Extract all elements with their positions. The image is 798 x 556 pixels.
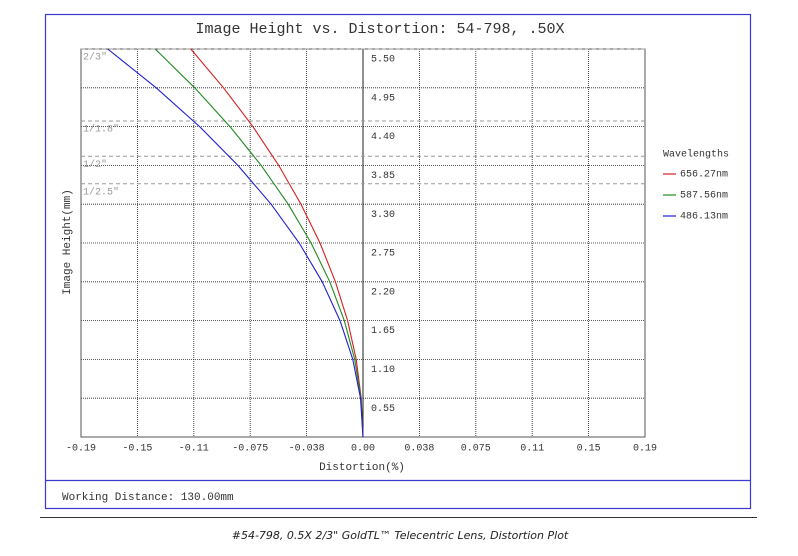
sensor-label: 1/2" bbox=[83, 159, 107, 171]
series-line bbox=[107, 48, 364, 438]
x-tick-label: 0.15 bbox=[577, 444, 601, 455]
x-tick-label: 0.00 bbox=[351, 444, 375, 455]
y-tick-label: 1.65 bbox=[371, 326, 395, 337]
x-axis-label: Distortion(%) bbox=[319, 462, 405, 474]
sensor-label: 1/2.5" bbox=[83, 186, 119, 198]
frame bbox=[44, 13, 752, 510]
chart-title: Image Height vs. Distortion: 54-798, .50… bbox=[195, 21, 564, 38]
x-tick-label: 0.075 bbox=[461, 444, 491, 455]
y-tick-label: 3.85 bbox=[371, 171, 395, 182]
y-tick-label: 2.20 bbox=[371, 287, 395, 298]
y-tick-label: 4.95 bbox=[371, 93, 395, 104]
sensor-label: 2/3" bbox=[83, 52, 107, 64]
y-tick-label: 5.50 bbox=[371, 55, 395, 66]
y-tick-label: 2.75 bbox=[371, 249, 395, 260]
legend-label: 587.56nm bbox=[680, 191, 728, 202]
series-line bbox=[154, 48, 364, 438]
x-tick-label: 0.038 bbox=[404, 444, 434, 455]
x-tick-label: -0.19 bbox=[66, 444, 96, 455]
y-tick-label: 0.55 bbox=[371, 404, 395, 415]
x-tick-label: -0.075 bbox=[232, 444, 268, 455]
y-tick-label: 4.40 bbox=[371, 132, 395, 143]
x-tick-label: 0.11 bbox=[520, 444, 544, 455]
x-tick-label: -0.038 bbox=[289, 444, 325, 455]
x-tick-label: 0.19 bbox=[633, 444, 657, 455]
caption: #54-798, 0.5X 2/3" GoldTL™ Telecentric L… bbox=[232, 529, 569, 542]
y-tick-label: 1.10 bbox=[371, 365, 395, 376]
series-line bbox=[190, 48, 364, 438]
x-tick-label: -0.11 bbox=[179, 444, 209, 455]
legend-title: Wavelengths bbox=[663, 149, 729, 161]
legend-label: 656.27nm bbox=[680, 170, 728, 181]
x-tick-label: -0.15 bbox=[122, 444, 152, 455]
sensor-label: 1/1.8" bbox=[83, 124, 119, 136]
y-axis-label: Image Height(mm) bbox=[62, 189, 74, 295]
y-tick-label: 3.30 bbox=[371, 210, 395, 221]
legend-label: 486.13nm bbox=[680, 212, 728, 223]
footer-text: Working Distance: 130.00mm bbox=[62, 492, 234, 504]
